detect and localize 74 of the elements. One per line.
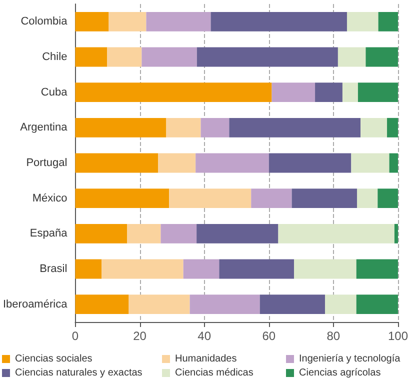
- bar: [394, 224, 398, 244]
- bar: [342, 82, 358, 102]
- bar: [278, 224, 394, 244]
- legend-label: Ciencias sociales: [15, 354, 92, 364]
- bar: [378, 188, 398, 208]
- bar: [128, 294, 190, 314]
- bar: [190, 294, 260, 314]
- bar: [260, 294, 326, 314]
- legend-label: Ciencias naturales y exactas: [15, 368, 142, 378]
- bar: [75, 118, 166, 138]
- bar: [356, 294, 398, 314]
- bar: [75, 47, 108, 67]
- bar: [351, 153, 390, 173]
- bar: [251, 188, 292, 208]
- y-tick-label: Chile: [42, 51, 68, 63]
- bar: [127, 224, 161, 244]
- bar: [366, 47, 398, 67]
- legend-label: Humanidades: [175, 354, 237, 364]
- bar: [108, 12, 146, 32]
- legend-label: Ciencias agrícolas: [299, 368, 381, 378]
- bar: [389, 153, 398, 173]
- y-tick-label: Cuba: [40, 86, 68, 98]
- bar: [358, 82, 398, 102]
- bar: [196, 224, 278, 244]
- bar: [378, 12, 398, 32]
- y-tick-label: México: [32, 192, 68, 204]
- legend-label: Ingeniería y tecnología: [299, 354, 401, 364]
- bar: [75, 224, 128, 244]
- bar: [356, 188, 378, 208]
- bar: [75, 294, 129, 314]
- bar: [169, 188, 252, 208]
- bar: [338, 47, 366, 67]
- bar: [315, 82, 342, 102]
- x-tick-label: 0: [72, 329, 79, 343]
- y-tick-label: Brasil: [40, 263, 68, 275]
- bar: [158, 153, 196, 173]
- bar: [166, 118, 201, 138]
- bar: [200, 118, 230, 138]
- bar: [346, 12, 378, 32]
- bar: [107, 47, 142, 67]
- bar: [268, 153, 352, 173]
- bar: [75, 259, 102, 279]
- y-tick-label: Portugal: [26, 157, 68, 169]
- y-tick-label: Colombia: [20, 16, 68, 28]
- bar: [146, 12, 211, 32]
- bar: [360, 118, 388, 138]
- bar: [142, 47, 197, 67]
- bar: [356, 259, 398, 279]
- x-tick-label: 100: [388, 329, 408, 343]
- bar: [294, 259, 356, 279]
- bar: [75, 12, 109, 32]
- y-tick-label: España: [30, 228, 68, 240]
- bar: [325, 294, 356, 314]
- bar: [272, 82, 316, 102]
- bar: [387, 118, 398, 138]
- x-tick-label: 60: [262, 329, 276, 343]
- bar: [196, 47, 338, 67]
- y-tick-label: Argentina: [20, 122, 68, 134]
- bar: [75, 82, 272, 102]
- x-tick-label: 20: [133, 329, 147, 343]
- bar: [196, 153, 269, 173]
- bar: [229, 118, 361, 138]
- bar: [219, 259, 294, 279]
- x-tick-label: 80: [326, 329, 340, 343]
- legend-label: Ciencias médicas: [175, 368, 254, 378]
- bar: [160, 224, 197, 244]
- bar: [75, 188, 170, 208]
- bar: [102, 259, 184, 279]
- bar: [75, 153, 158, 173]
- bar: [210, 12, 347, 32]
- bar: [292, 188, 357, 208]
- y-tick-label: Iberoamérica: [2, 298, 68, 310]
- bar: [183, 259, 220, 279]
- x-tick-label: 40: [198, 329, 212, 343]
